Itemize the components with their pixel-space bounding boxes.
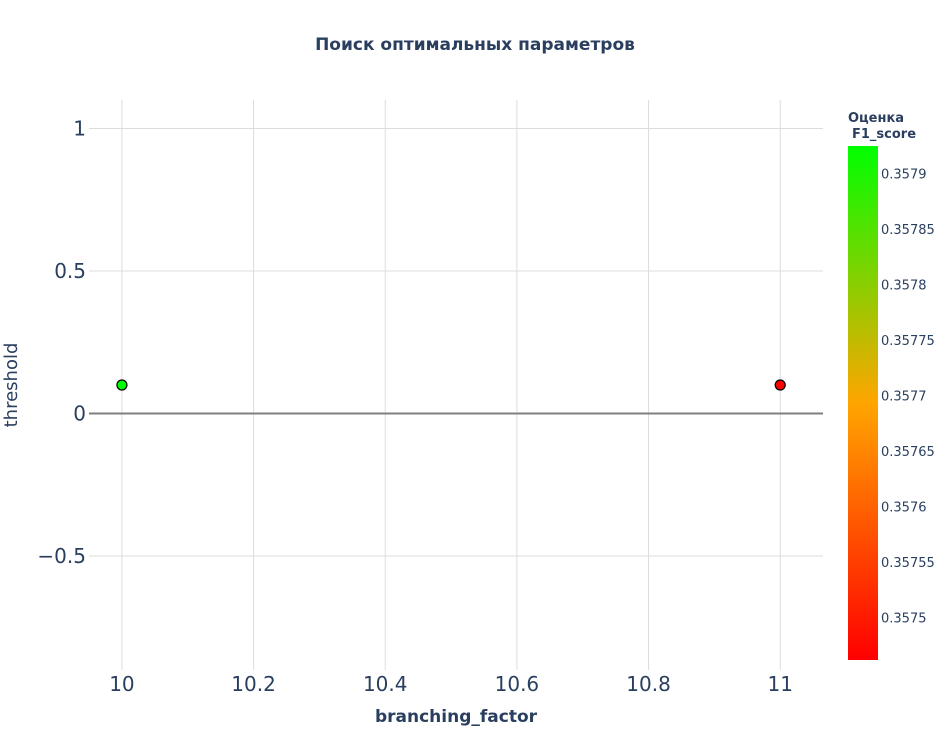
- x-tick-label: 10: [109, 672, 134, 696]
- y-axis-title: threshold: [1, 343, 22, 428]
- colorbar-tick-label: 0.35755: [881, 556, 935, 571]
- x-tick-label: 10.4: [363, 672, 408, 696]
- colorbar-title-line1: Оценка: [848, 111, 904, 126]
- colorbar-ticks: 0.3579 0.35785 0.3578 0.35775 0.3577 0.35765 0…: [881, 167, 935, 626]
- x-tick-label: 10.2: [231, 672, 276, 696]
- data-point: [774, 379, 786, 391]
- colorbar-tick-label: 0.3578: [881, 278, 927, 293]
- y-tick-label: 0.5: [54, 259, 86, 283]
- colorbar: Оценка F1_score 0.35790.357850.35780.357…: [848, 111, 935, 660]
- colorbar-tick-label: 0.3576: [881, 500, 927, 515]
- x-tick-label: 10.6: [495, 672, 540, 696]
- colorbar-gradient: [848, 146, 878, 660]
- y-tick-label: 1: [73, 117, 86, 141]
- colorbar-tick-label: 0.35775: [881, 334, 935, 349]
- grid-lines: [89, 100, 823, 670]
- x-axis-title: branching_factor: [375, 707, 538, 727]
- data-point: [116, 379, 128, 391]
- x-tick-label: 11: [767, 672, 792, 696]
- colorbar-tick-label: 0.3577: [881, 389, 927, 404]
- chart-title: Поиск оптимальных параметров: [315, 35, 635, 55]
- y-tick-label: −0.5: [37, 544, 86, 568]
- colorbar-tick-label: 0.3579: [881, 167, 927, 182]
- colorbar-title-line2: F1_score: [852, 127, 916, 142]
- x-tick-label: 10.8: [626, 672, 671, 696]
- y-tick-label: 0: [73, 402, 86, 426]
- data-points: [116, 379, 786, 391]
- colorbar-tick-label: 0.35765: [881, 445, 935, 460]
- colorbar-tick-label: 0.3575: [881, 611, 927, 626]
- colorbar-tick-label: 0.35785: [881, 223, 935, 238]
